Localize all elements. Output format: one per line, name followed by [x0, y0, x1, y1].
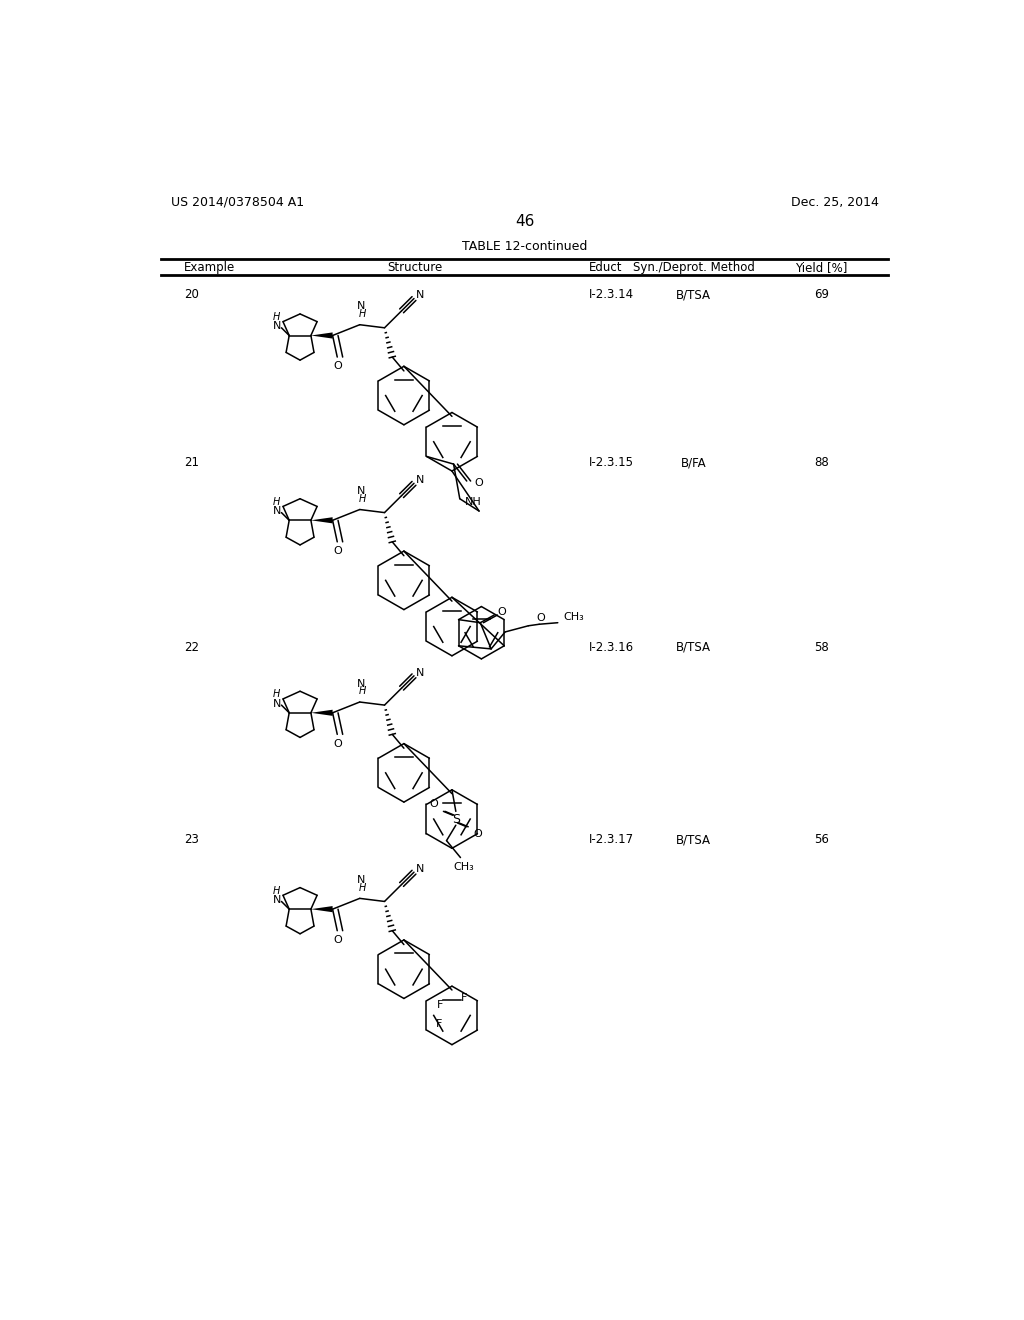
Text: TABLE 12-continued: TABLE 12-continued — [462, 240, 588, 253]
Text: N: N — [416, 668, 424, 677]
Text: B/FA: B/FA — [681, 455, 707, 469]
Text: H: H — [273, 312, 281, 322]
Text: O: O — [474, 478, 482, 487]
Text: O: O — [537, 612, 545, 623]
Text: 21: 21 — [183, 455, 199, 469]
Text: N: N — [272, 698, 281, 709]
Text: O: O — [333, 935, 342, 945]
Text: H: H — [273, 689, 281, 700]
Text: H: H — [359, 686, 367, 696]
Text: O: O — [473, 829, 482, 838]
Text: NH: NH — [465, 496, 482, 507]
Text: F: F — [437, 999, 443, 1010]
Text: H: H — [359, 883, 367, 892]
Text: N: N — [357, 875, 366, 884]
Polygon shape — [311, 906, 333, 912]
Text: I-2.3.15: I-2.3.15 — [589, 455, 634, 469]
Text: 46: 46 — [515, 214, 535, 230]
Text: H: H — [273, 496, 281, 507]
Text: 23: 23 — [183, 833, 199, 846]
Text: 56: 56 — [814, 833, 829, 846]
Text: N: N — [357, 301, 366, 312]
Text: 88: 88 — [814, 455, 829, 469]
Text: N: N — [272, 321, 281, 331]
Text: N: N — [272, 895, 281, 906]
Text: F: F — [435, 1019, 442, 1028]
Text: O: O — [333, 546, 342, 556]
Polygon shape — [311, 333, 333, 339]
Text: 58: 58 — [814, 640, 829, 653]
Text: 20: 20 — [183, 288, 199, 301]
Text: B/TSA: B/TSA — [676, 640, 712, 653]
Text: CH₃: CH₃ — [454, 862, 474, 871]
Text: S: S — [452, 813, 460, 825]
Polygon shape — [311, 517, 333, 524]
Text: I-2.3.14: I-2.3.14 — [589, 288, 634, 301]
Text: Example: Example — [183, 261, 236, 275]
Text: CH₃: CH₃ — [563, 611, 584, 622]
Text: H: H — [359, 494, 367, 504]
Text: N: N — [357, 486, 366, 496]
Text: H: H — [359, 309, 367, 319]
Text: Yield [%]: Yield [%] — [796, 261, 848, 275]
Text: Educt: Educt — [589, 261, 623, 275]
Text: Dec. 25, 2014: Dec. 25, 2014 — [792, 195, 879, 209]
Text: N: N — [416, 475, 424, 486]
Text: N: N — [416, 290, 424, 301]
Text: 69: 69 — [814, 288, 829, 301]
Text: B/TSA: B/TSA — [676, 833, 712, 846]
Text: O: O — [333, 362, 342, 371]
Text: N: N — [272, 506, 281, 516]
Text: O: O — [498, 607, 506, 616]
Text: N: N — [357, 678, 366, 689]
Text: N: N — [416, 865, 424, 874]
Text: F: F — [461, 993, 468, 1003]
Text: O: O — [430, 800, 438, 809]
Polygon shape — [311, 710, 333, 715]
Text: I-2.3.16: I-2.3.16 — [589, 640, 634, 653]
Text: B/TSA: B/TSA — [676, 288, 712, 301]
Text: Syn./Deprot. Method: Syn./Deprot. Method — [633, 261, 755, 275]
Text: I-2.3.17: I-2.3.17 — [589, 833, 634, 846]
Text: O: O — [333, 739, 342, 748]
Text: US 2014/0378504 A1: US 2014/0378504 A1 — [171, 195, 304, 209]
Text: 22: 22 — [183, 640, 199, 653]
Text: H: H — [273, 886, 281, 896]
Text: Structure: Structure — [387, 261, 442, 275]
